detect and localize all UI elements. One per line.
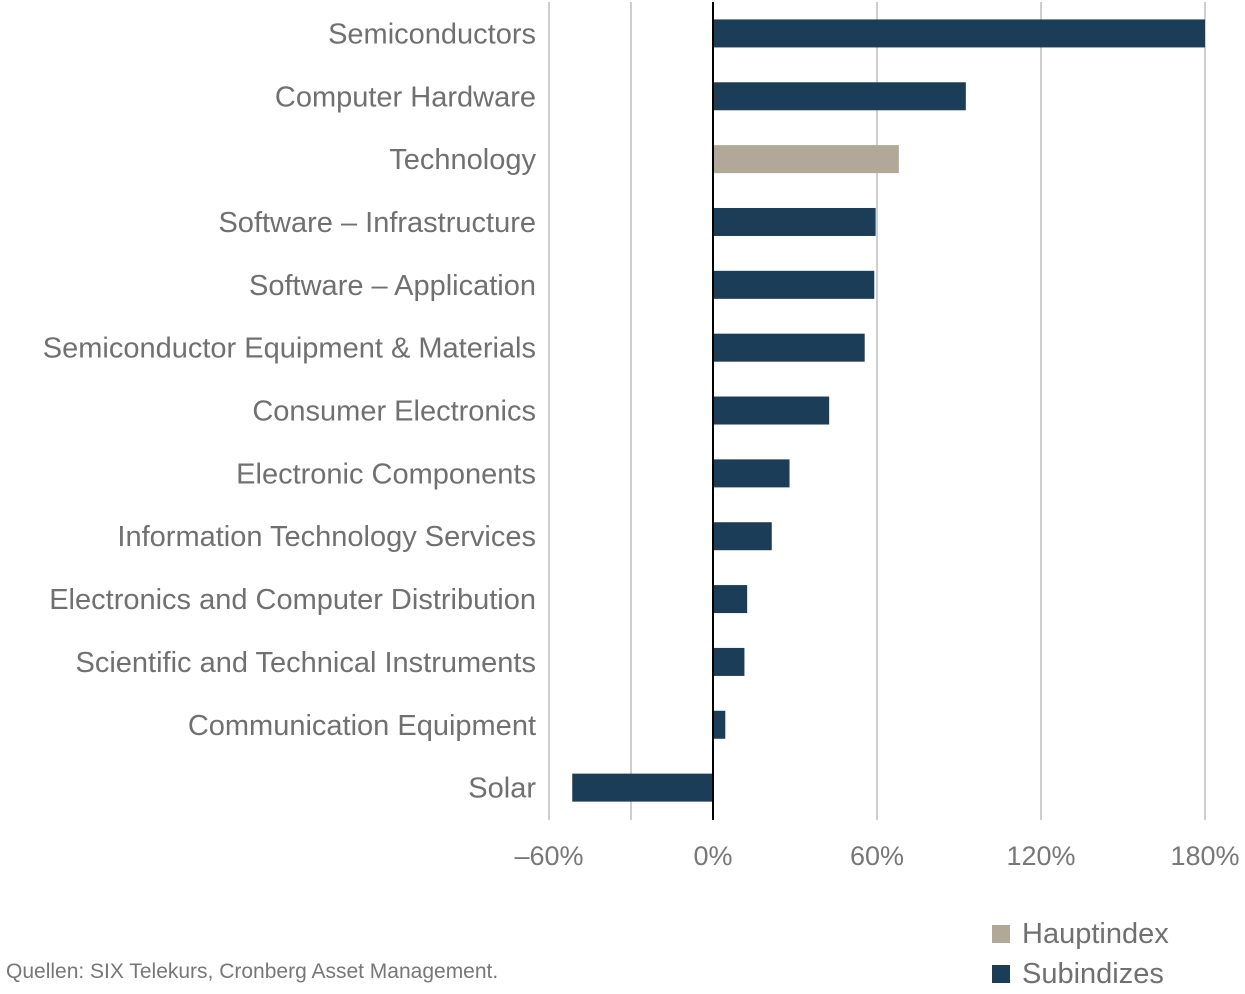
legend: Hauptindex Subindizes [992, 914, 1169, 994]
category-label: Solar [468, 773, 536, 805]
legend-item-hauptindex: Hauptindex [992, 914, 1169, 954]
category-label: Software – Infrastructure [218, 207, 536, 239]
bar [713, 459, 790, 488]
bar [713, 647, 745, 676]
x-tick-label: 60% [850, 841, 904, 871]
category-label: Scientific and Technical Instruments [76, 647, 536, 679]
bar [713, 333, 865, 362]
legend-label: Hauptindex [1022, 917, 1169, 950]
bar [713, 396, 830, 425]
bar [713, 207, 876, 236]
bar [713, 145, 899, 174]
category-label: Technology [389, 144, 536, 176]
bar-chart: Semiconductors Computer Hardware Technolog… [43, 2, 1240, 871]
bar [713, 82, 966, 111]
legend-item-subindizes: Subindizes [992, 954, 1169, 994]
bar [572, 773, 713, 802]
source-note: Quellen: SIX Telekurs, Cronberg Asset Ma… [6, 960, 499, 983]
legend-swatch-hauptindex [992, 925, 1010, 943]
category-label: Information Technology Services [117, 521, 536, 553]
legend-swatch-subindizes [992, 965, 1010, 983]
category-label: Consumer Electronics [252, 396, 536, 428]
category-label: Electronics and Computer Distribution [49, 584, 536, 616]
x-tick-label: 0% [693, 841, 732, 871]
category-label: Semiconductor Equipment & Materials [43, 333, 536, 365]
bar [713, 19, 1205, 48]
x-tick-label: 180% [1170, 841, 1239, 871]
category-label: Electronic Components [236, 458, 536, 490]
category-label: Semiconductors [328, 18, 536, 50]
category-label: Computer Hardware [275, 81, 536, 113]
category-label: Communication Equipment [188, 710, 536, 742]
bar [713, 710, 726, 739]
bar [713, 585, 748, 614]
legend-label: Subindizes [1022, 957, 1164, 990]
category-label: Software – Application [249, 270, 536, 302]
bar [713, 522, 772, 551]
x-tick-label: 120% [1006, 841, 1075, 871]
x-tick-label: –60% [514, 841, 583, 871]
bar [713, 270, 875, 299]
